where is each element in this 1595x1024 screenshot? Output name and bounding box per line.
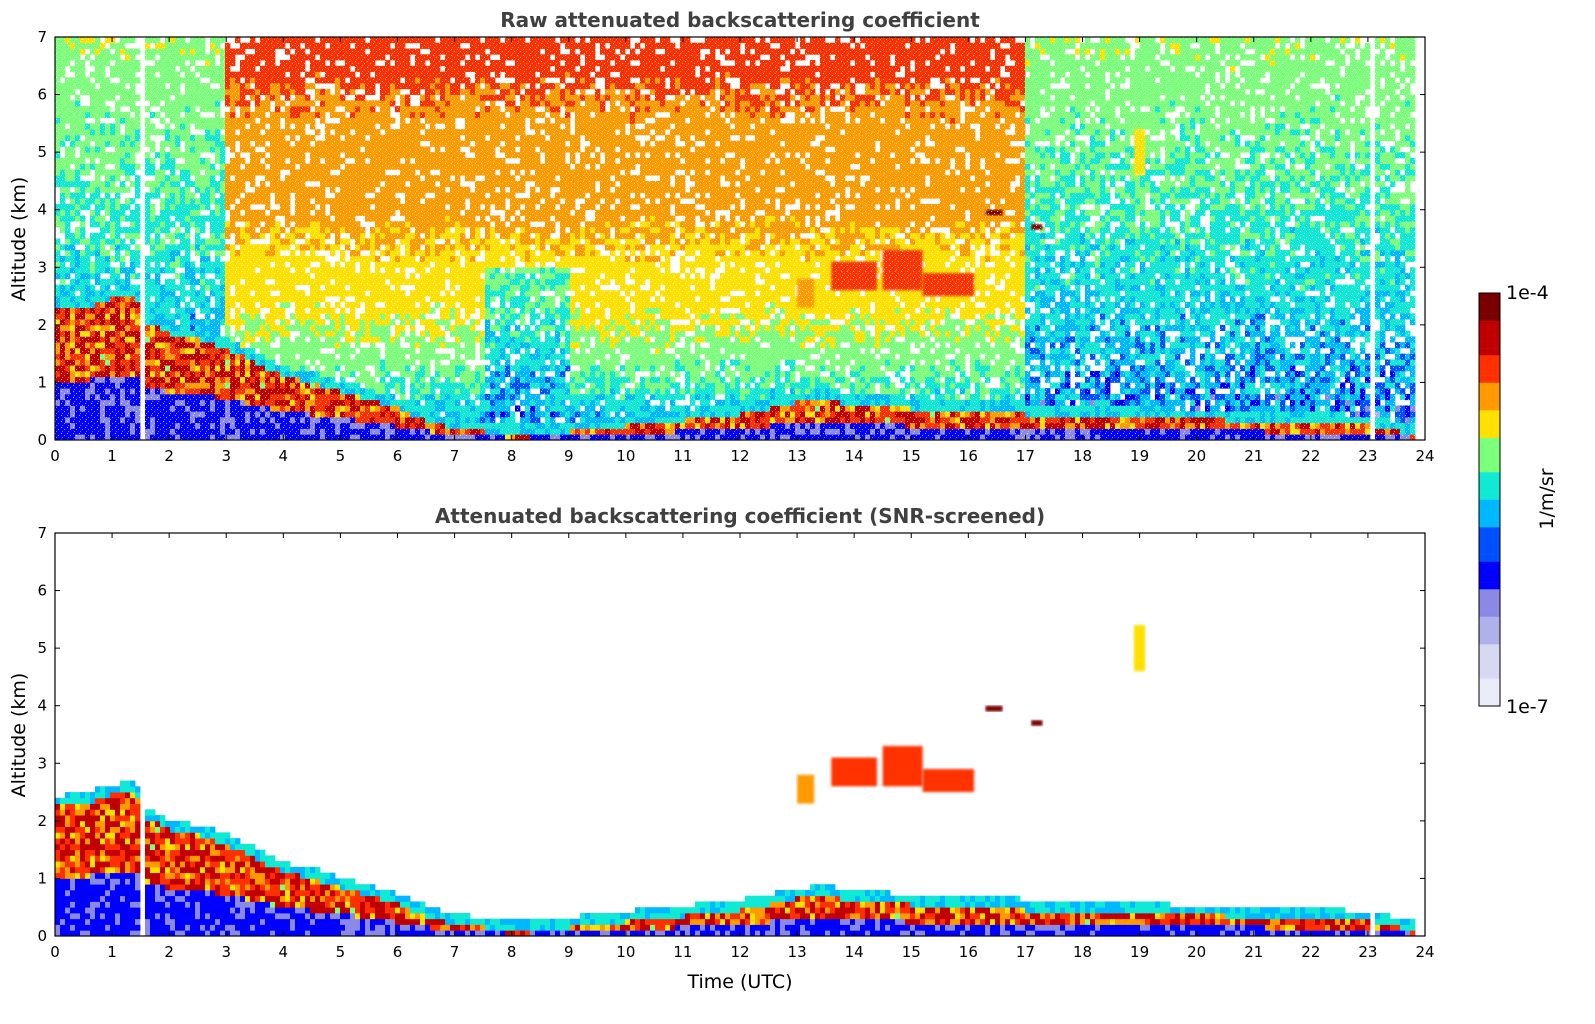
top-heatmap (55, 37, 1425, 441)
top-panel-title: Raw attenuated backscattering coefficien… (500, 8, 980, 32)
